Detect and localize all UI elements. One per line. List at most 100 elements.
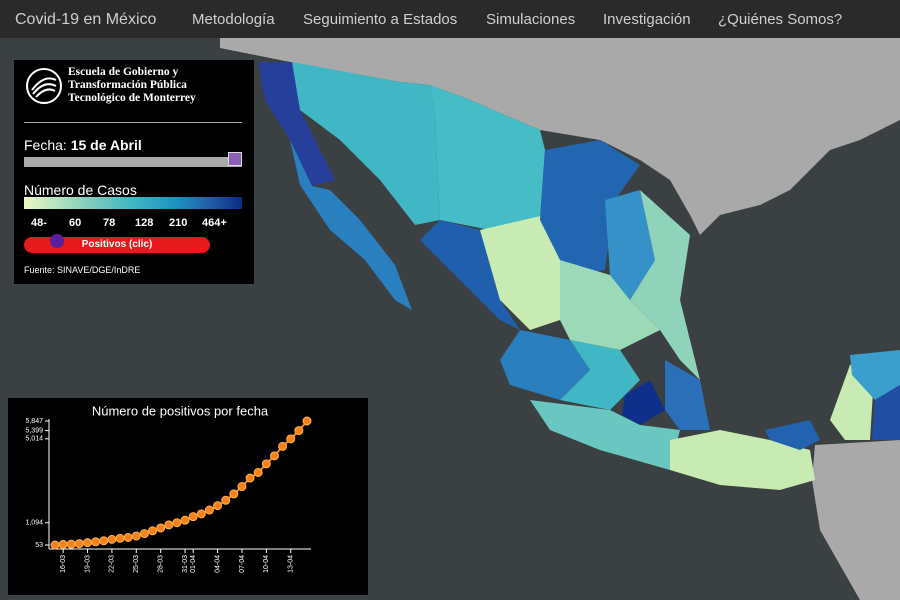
x-tick-label: 22-03	[109, 555, 116, 573]
point	[66, 539, 76, 549]
state	[670, 430, 815, 490]
state	[622, 380, 665, 425]
point	[50, 540, 60, 550]
legend-title: Número de Casos	[24, 182, 137, 198]
point	[253, 467, 263, 477]
school-line: Tecnológico de Monterrey	[68, 92, 196, 104]
brand[interactable]: Covid-19 en México	[15, 11, 157, 28]
nav-item[interactable]: ¿Quiénes Somos?	[718, 11, 843, 28]
state	[872, 385, 900, 440]
x-tick-label: 28-03	[158, 555, 165, 573]
point	[156, 523, 166, 533]
state	[292, 62, 440, 225]
state	[258, 62, 335, 186]
state	[605, 190, 655, 300]
y-tick-label: 5,847	[25, 418, 43, 425]
state	[765, 420, 820, 450]
slider-handle[interactable]	[228, 152, 242, 166]
date-slider[interactable]	[24, 157, 242, 167]
state	[540, 140, 640, 275]
legend-label: 464+	[202, 217, 227, 229]
nav-item[interactable]: Metodología	[192, 11, 275, 28]
date-label: Fecha:	[24, 137, 67, 153]
point	[237, 482, 247, 492]
point	[91, 537, 101, 547]
legend-label: 128	[135, 217, 154, 229]
control-panel: Escuela de Gobierno y Transformación Púb…	[14, 60, 254, 284]
x-tick-label: 31-03	[182, 555, 189, 573]
point	[172, 518, 182, 528]
point	[221, 495, 231, 505]
state	[850, 350, 900, 400]
point	[245, 473, 255, 483]
usa	[220, 38, 900, 235]
nav-item[interactable]: Seguimiento a Estados	[303, 11, 458, 28]
legend-label: 60	[69, 217, 82, 229]
nav-item[interactable]: Simulaciones	[486, 11, 576, 28]
point	[180, 515, 190, 525]
y-tick-label: 5,399	[25, 427, 43, 434]
toggle-knob[interactable]	[50, 234, 64, 248]
divider	[24, 122, 242, 123]
point	[196, 509, 206, 519]
state	[420, 220, 520, 330]
state	[500, 330, 590, 400]
x-tick-label: 25-03	[133, 555, 140, 573]
y-tick-label: 5,014	[25, 436, 43, 443]
school-line: Transformación Pública	[68, 79, 187, 91]
point	[213, 501, 223, 511]
school-name: Escuela de Gobierno y Transformación Púb…	[68, 66, 196, 105]
point	[278, 441, 288, 451]
point	[74, 539, 84, 549]
nav-item[interactable]: Investigación	[603, 11, 691, 28]
state	[665, 360, 710, 430]
source: Fuente: SINAVE/DGE/InDRE	[24, 265, 141, 275]
chart: Número de positivos por fecha 53 1,094 5,0…	[8, 398, 368, 595]
state	[560, 260, 660, 350]
state	[560, 340, 640, 410]
legend-label: 210	[169, 217, 188, 229]
guatemala	[812, 440, 900, 600]
point	[294, 426, 304, 436]
logo	[26, 68, 62, 104]
y-tick-label: 1,094	[25, 520, 43, 527]
x-tick-label: 10-04	[263, 555, 270, 573]
x-tick-label: 01-04	[190, 555, 197, 573]
point	[302, 416, 312, 426]
positivos-button[interactable]: Positivos (clic)	[24, 237, 210, 253]
legend-label: 48-	[31, 217, 47, 229]
legend-label: 78	[103, 217, 116, 229]
date-value: 15 de Abril	[70, 137, 142, 153]
state	[630, 190, 700, 380]
point	[123, 532, 133, 542]
chart-background	[8, 398, 368, 595]
point	[83, 538, 93, 548]
point	[148, 526, 158, 536]
x-tick-label: 04-04	[214, 555, 221, 573]
point	[286, 434, 296, 444]
y-tick-label: 53	[35, 542, 43, 549]
school-line: Escuela de Gobierno y	[68, 66, 179, 78]
point	[107, 534, 117, 544]
point	[188, 512, 198, 522]
x-tick-label: 16-03	[60, 555, 67, 573]
nav-bar: Covid-19 en México Metodología Seguimien…	[0, 0, 900, 38]
state	[530, 400, 680, 470]
point	[229, 489, 239, 499]
point	[139, 529, 149, 539]
point	[99, 536, 109, 546]
x-tick-label: 19-03	[84, 555, 91, 573]
date-row: Fecha: 15 de Abril	[24, 137, 142, 153]
state	[430, 85, 545, 230]
point	[164, 520, 174, 530]
point	[115, 533, 125, 543]
state	[290, 140, 412, 310]
point	[131, 531, 141, 541]
x-tick-label: 07-04	[239, 555, 246, 573]
x-tick-label: 13-04	[288, 555, 295, 573]
point	[204, 505, 214, 515]
state	[480, 215, 560, 330]
chart-title: Número de positivos por fecha	[92, 403, 269, 418]
legend-bar	[24, 197, 242, 209]
